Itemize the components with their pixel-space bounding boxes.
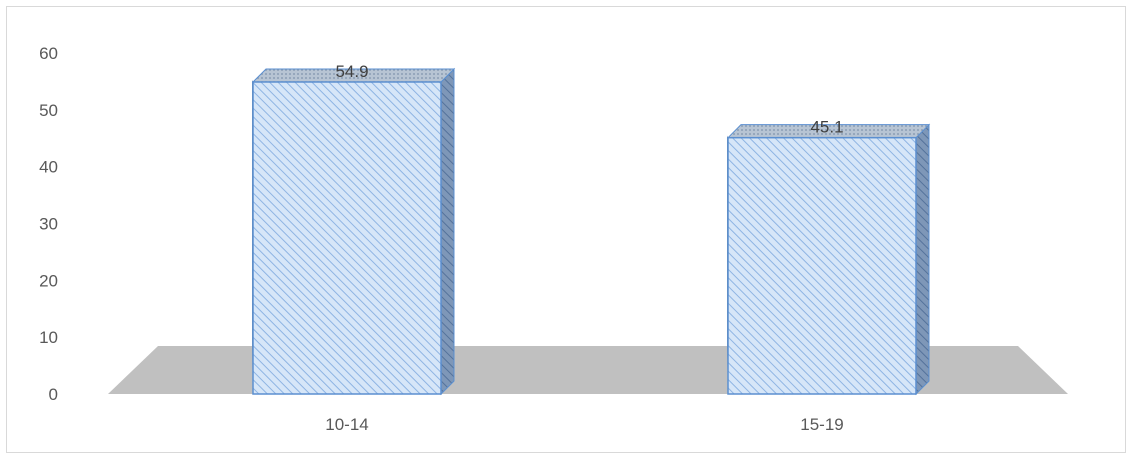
y-tick-label: 60 [39, 44, 58, 63]
bar-10-14 [251, 67, 456, 396]
y-tick-label: 50 [39, 101, 58, 120]
y-tick-label: 10 [39, 328, 58, 347]
bar-front-face [252, 81, 442, 395]
data-label: 45.1 [810, 118, 843, 137]
x-axis: 10-14 15-19 [325, 415, 843, 434]
x-category-label: 15-19 [800, 415, 843, 434]
y-tick-label: 30 [39, 215, 58, 234]
x-category-label: 10-14 [325, 415, 368, 434]
bar-series: 54.9 45.1 [251, 62, 931, 396]
y-tick-label: 40 [39, 158, 58, 177]
y-axis: 0 10 20 30 40 50 60 [39, 44, 58, 404]
bar-15-19 [726, 123, 931, 396]
y-tick-label: 0 [49, 385, 58, 404]
bar-side-face [915, 123, 930, 396]
y-tick-label: 20 [39, 271, 58, 290]
bar-side-face [440, 67, 455, 396]
bar-front-face [727, 136, 917, 395]
data-label: 54.9 [335, 62, 368, 81]
